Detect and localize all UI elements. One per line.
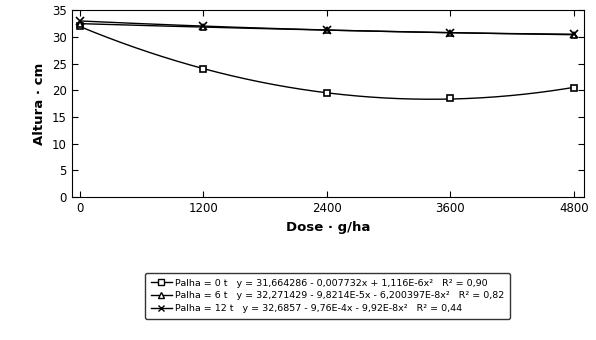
Y-axis label: Altura · cm: Altura · cm (33, 63, 46, 145)
Legend: Palha = 0 t   y = 31,664286 - 0,007732x + 1,116E-6x²   R² = 0,90, Palha = 6 t   : Palha = 0 t y = 31,664286 - 0,007732x + … (145, 273, 510, 319)
X-axis label: Dose · g/ha: Dose · g/ha (285, 221, 370, 234)
